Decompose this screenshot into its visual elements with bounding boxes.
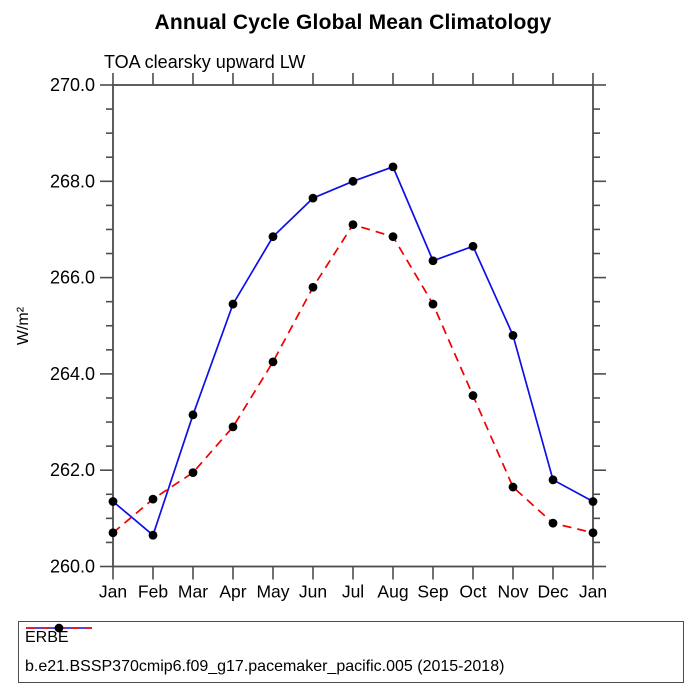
x-tick-label: Sep: [417, 582, 448, 602]
legend-label-erbe: ERBE: [25, 628, 69, 646]
data-point-marker: [348, 176, 358, 186]
data-point-marker: [268, 357, 278, 367]
data-point-marker: [388, 162, 398, 172]
legend-row-erbe: ERBE: [19, 623, 683, 651]
data-point-marker: [588, 528, 598, 538]
data-point-marker: [228, 422, 238, 432]
y-tick-label: 264.0: [50, 364, 95, 384]
chart-title: Annual Cycle Global Mean Climatology: [154, 11, 552, 34]
series-line-1: [112, 223, 594, 534]
x-tick-label: Nov: [497, 582, 528, 602]
data-point-marker: [508, 330, 518, 340]
x-tick-label: Feb: [138, 582, 168, 602]
x-tick-label: Jun: [299, 582, 327, 602]
x-tick-label: Jul: [342, 582, 364, 602]
legend: ERBE b.e21.BSSP370cmip6.f09_g17.pacemake…: [18, 621, 684, 683]
data-point-marker: [308, 282, 318, 292]
model-line-sample-icon: [26, 623, 92, 633]
y-tick-label: 262.0: [50, 460, 95, 480]
data-point-marker: [268, 232, 278, 242]
data-point-marker: [188, 410, 198, 420]
data-point-marker: [108, 497, 118, 506]
data-point-marker: [348, 220, 358, 230]
data-point-marker: [228, 299, 238, 309]
data-point-marker: [428, 299, 438, 309]
data-point-marker: [508, 482, 518, 492]
legend-label-model: b.e21.BSSP370cmip6.f09_g17.pacemaker_pac…: [25, 657, 505, 675]
data-point-marker: [148, 530, 158, 540]
x-tick-label: Oct: [459, 582, 486, 602]
y-tick-label: 260.0: [50, 557, 95, 577]
x-tick-label: Mar: [178, 582, 208, 602]
y-tick-label: 268.0: [50, 171, 95, 191]
x-tick-label: Jan: [579, 582, 607, 602]
data-point-marker: [188, 468, 198, 478]
x-tick-label: Jan: [99, 582, 127, 602]
data-point-marker: [468, 391, 478, 400]
data-point-marker: [548, 518, 558, 528]
x-tick-label: Aug: [377, 582, 408, 602]
x-tick-label: Apr: [219, 582, 246, 602]
data-point-marker: [428, 256, 438, 266]
data-point-marker: [148, 494, 158, 504]
data-point-marker: [468, 241, 478, 251]
data-point-marker: [588, 497, 598, 506]
y-tick-label: 266.0: [50, 268, 95, 288]
data-point-marker: [548, 475, 558, 485]
data-point-marker: [388, 232, 398, 242]
chart-subtitle: TOA clearsky upward LW: [104, 52, 306, 72]
y-tick-label: 270.0: [50, 75, 95, 95]
x-tick-label: Dec: [537, 582, 568, 602]
data-point-marker: [308, 193, 318, 203]
x-tick-label: May: [256, 582, 289, 602]
legend-row-model: b.e21.BSSP370cmip6.f09_g17.pacemaker_pac…: [19, 623, 683, 680]
data-point-marker: [108, 528, 118, 538]
